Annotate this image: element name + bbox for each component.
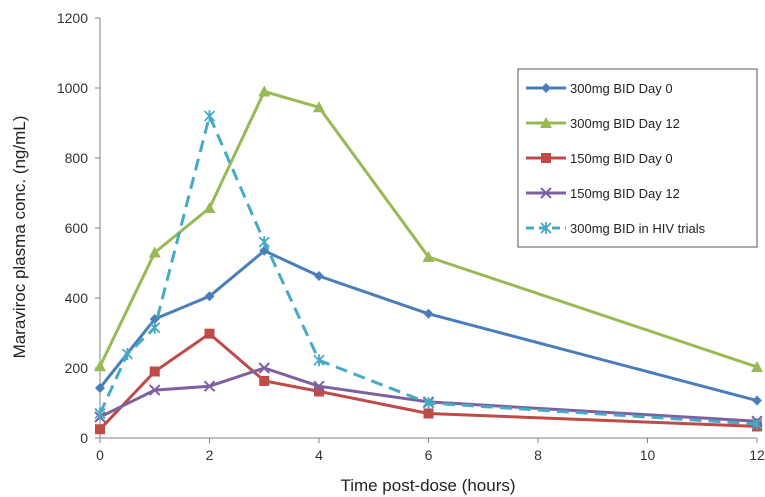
series-1 xyxy=(95,245,762,406)
x-tick-label: 6 xyxy=(425,447,433,463)
y-axis-title: Maraviroc plasma conc. (ng/mL) xyxy=(10,116,29,359)
legend-label: 300mg BID in HIV trials xyxy=(570,221,706,236)
data-point xyxy=(149,384,161,396)
series-line xyxy=(98,249,758,403)
data-point xyxy=(95,382,105,393)
data-point xyxy=(203,202,216,214)
data-point xyxy=(422,251,435,263)
data-point xyxy=(95,424,105,435)
data-point xyxy=(422,397,435,409)
legend-marker xyxy=(541,153,551,163)
x-axis-title: Time post-dose (hours) xyxy=(340,476,515,495)
data-point xyxy=(258,362,270,374)
y-tick-label: 0 xyxy=(80,430,88,446)
axes: 0 200 400 600 800 1000 1200 0 2 4 6 8 10 12 xyxy=(57,10,765,463)
y-tick-label: 1000 xyxy=(57,80,88,96)
data-point xyxy=(259,375,270,386)
series-3 xyxy=(95,328,762,435)
series-layer xyxy=(94,85,763,435)
data-point xyxy=(149,366,160,377)
legend-label: 300mg BID Day 0 xyxy=(570,81,673,96)
data-point xyxy=(313,380,325,392)
series-5 xyxy=(94,110,763,430)
x-tick-label: 2 xyxy=(206,447,214,463)
legend-item: 300mg BID in HIV trials xyxy=(526,221,706,236)
data-point xyxy=(148,246,161,258)
y-tick-label: 1200 xyxy=(57,10,88,26)
series-2 xyxy=(94,85,763,372)
data-point xyxy=(313,101,325,113)
x-tick-label: 0 xyxy=(96,447,104,463)
legend-label: 150mg BID Day 12 xyxy=(570,186,680,201)
data-point xyxy=(313,354,325,367)
y-tick-label: 800 xyxy=(65,150,89,166)
data-point xyxy=(751,360,763,372)
data-point xyxy=(204,328,215,339)
legend-items: 300mg BID Day 0 300mg BID Day 12 150mg BID… xyxy=(526,81,706,236)
legend: 300mg BID Day 0 300mg BID Day 12 150mg BID… xyxy=(517,68,758,248)
legend-item: 150mg BID Day 0 xyxy=(526,151,673,166)
data-point xyxy=(203,110,216,122)
y-tick-label: 400 xyxy=(65,290,89,306)
legend-marker xyxy=(540,117,552,128)
x-tick-label: 4 xyxy=(315,447,323,463)
data-point xyxy=(258,236,270,248)
legend-item: 300mg BID Day 12 xyxy=(526,116,680,131)
legend-label: 150mg BID Day 0 xyxy=(570,151,673,166)
data-point xyxy=(258,85,271,97)
data-point xyxy=(752,395,762,406)
x-tick-label: 10 xyxy=(640,447,656,463)
data-point xyxy=(314,386,324,397)
data-point xyxy=(423,308,434,319)
y-tick-label: 600 xyxy=(65,220,89,236)
legend-item: 300mg BID Day 0 xyxy=(526,81,673,96)
data-point xyxy=(423,408,434,419)
data-point xyxy=(204,291,215,302)
legend-label: 300mg BID Day 12 xyxy=(570,116,680,131)
legend-marker xyxy=(540,187,552,199)
x-tick-label: 12 xyxy=(749,447,765,463)
data-point xyxy=(121,348,134,360)
series-line xyxy=(98,114,758,426)
legend-marker xyxy=(540,222,552,234)
data-point xyxy=(149,321,161,334)
data-point xyxy=(94,407,106,420)
legend-marker xyxy=(541,83,551,93)
data-point xyxy=(751,418,763,430)
data-point xyxy=(94,360,106,372)
x-tick-label: 8 xyxy=(534,447,542,463)
y-tick-label: 200 xyxy=(65,360,89,376)
data-point xyxy=(314,270,324,281)
data-point xyxy=(203,380,216,392)
legend-item: 150mg BID Day 12 xyxy=(526,186,680,201)
